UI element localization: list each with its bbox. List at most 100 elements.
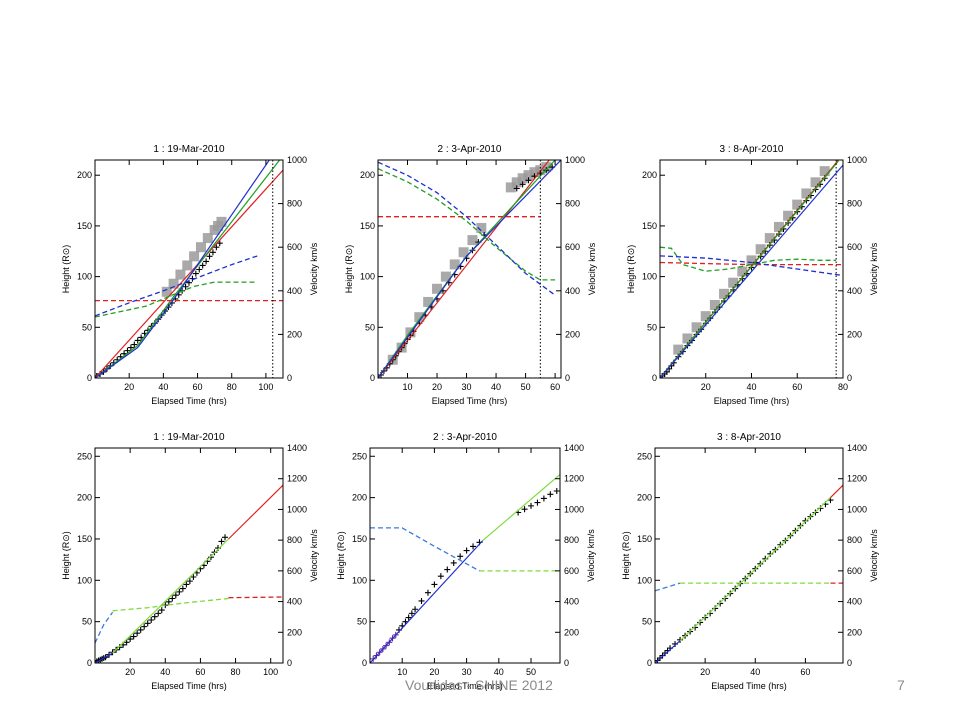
series-obs_gray <box>161 216 227 297</box>
data-point <box>712 605 719 612</box>
plot-area <box>378 160 561 378</box>
data-point <box>673 344 684 355</box>
x-tick-label: 20 <box>125 667 135 677</box>
chart-title: 2 : 3-Apr-2010 <box>433 432 497 443</box>
data-point <box>155 610 162 617</box>
y2-tick-label: 1400 <box>564 443 584 453</box>
data-point <box>196 266 203 273</box>
y-tick-label: 250 <box>637 451 652 461</box>
series-vel_red <box>228 596 283 599</box>
y-tick-label: 50 <box>357 617 367 627</box>
data-point <box>175 269 186 280</box>
y2-tick-label: 1000 <box>564 504 584 514</box>
chart-title: 3 : 8-Apr-2010 <box>720 144 784 155</box>
data-point <box>424 589 431 596</box>
data-point <box>176 588 183 595</box>
y2-tick-label: 1000 <box>847 504 867 514</box>
x-tick-label: 10 <box>397 667 407 677</box>
plot-area <box>95 160 283 378</box>
series-fit_green <box>95 160 281 378</box>
series-vel_green <box>660 246 837 272</box>
y-tick-label: 0 <box>652 373 657 383</box>
y2-tick-label: 200 <box>847 627 862 637</box>
data-point <box>709 299 720 310</box>
data-point <box>207 554 214 561</box>
data-point <box>528 502 535 509</box>
data-point <box>519 181 526 188</box>
data-point <box>189 251 200 262</box>
series-fit_blue <box>378 160 561 378</box>
data-point <box>414 312 425 323</box>
y2-tick-label: 1200 <box>287 474 307 484</box>
series-fit_blue <box>95 652 113 663</box>
data-point <box>717 600 724 607</box>
data-point <box>134 337 141 344</box>
x-tick-label: 20 <box>124 382 134 392</box>
data-point <box>218 538 225 545</box>
y-tick-label: 200 <box>642 170 657 180</box>
data-point <box>134 630 141 637</box>
data-point <box>161 286 172 297</box>
chart-title: 2 : 3-Apr-2010 <box>438 144 502 155</box>
chart-title: 3 : 8-Apr-2010 <box>717 432 781 443</box>
y2-tick-label: 600 <box>287 242 302 252</box>
y-tick-label: 150 <box>642 221 657 231</box>
y-tick-label: 0 <box>370 373 375 383</box>
x-tick-label: 40 <box>494 667 504 677</box>
series-obs_gray <box>673 166 830 355</box>
y-axis-label: Height (R⊙) <box>61 531 71 580</box>
data-point <box>432 283 443 294</box>
y-axis-label: Height (R⊙) <box>344 245 354 294</box>
y-tick-label: 100 <box>360 272 375 282</box>
series-fit_red <box>378 160 550 378</box>
series-fit_blue <box>655 640 681 663</box>
series-vel_blue <box>95 255 258 317</box>
y-tick-label: 250 <box>352 451 367 461</box>
plot-area <box>370 474 560 663</box>
data-point <box>131 341 138 348</box>
y-tick-label: 200 <box>637 493 652 503</box>
y2-tick-label: 1000 <box>847 155 867 165</box>
data-point <box>457 553 464 560</box>
x-tick-label: 50 <box>521 382 531 392</box>
x-tick-label: 10 <box>403 382 413 392</box>
x-axis-label: Elapsed Time (hrs) <box>427 681 503 691</box>
x-axis-label: Elapsed Time (hrs) <box>432 396 508 406</box>
data-point <box>755 244 766 255</box>
data-point <box>767 550 774 557</box>
x-tick-label: 80 <box>231 667 241 677</box>
data-point <box>547 491 554 498</box>
x-tick-label: 20 <box>701 382 711 392</box>
x-tick-label: 20 <box>429 667 439 677</box>
data-point <box>746 255 757 266</box>
data-point <box>202 233 213 244</box>
data-point <box>137 626 144 633</box>
y2-tick-label: 200 <box>564 627 579 637</box>
y-tick-label: 50 <box>82 322 92 332</box>
data-point <box>801 188 812 199</box>
y2-tick-label: 1200 <box>564 474 584 484</box>
x-tick-label: 40 <box>158 382 168 392</box>
plot-frame <box>94 447 284 664</box>
y2-tick-label: 400 <box>287 286 302 296</box>
y2-tick-label: 200 <box>287 627 302 637</box>
series-fit_green <box>660 160 839 378</box>
x-tick-label: 80 <box>227 382 237 392</box>
y-tick-label: 0 <box>647 658 652 668</box>
data-point <box>412 606 419 613</box>
y2-tick-label: 200 <box>847 329 862 339</box>
data-point <box>691 322 702 333</box>
x-tick-label: 100 <box>258 382 273 392</box>
data-point <box>764 233 775 244</box>
y2-tick-label: 400 <box>564 597 579 607</box>
series-fit_red <box>830 484 843 499</box>
data-point <box>179 585 186 592</box>
y2-tick-label: 0 <box>287 658 292 668</box>
series-vel_blue <box>660 255 843 277</box>
data-point <box>728 277 739 288</box>
data-point <box>467 235 478 246</box>
data-point <box>505 182 516 193</box>
